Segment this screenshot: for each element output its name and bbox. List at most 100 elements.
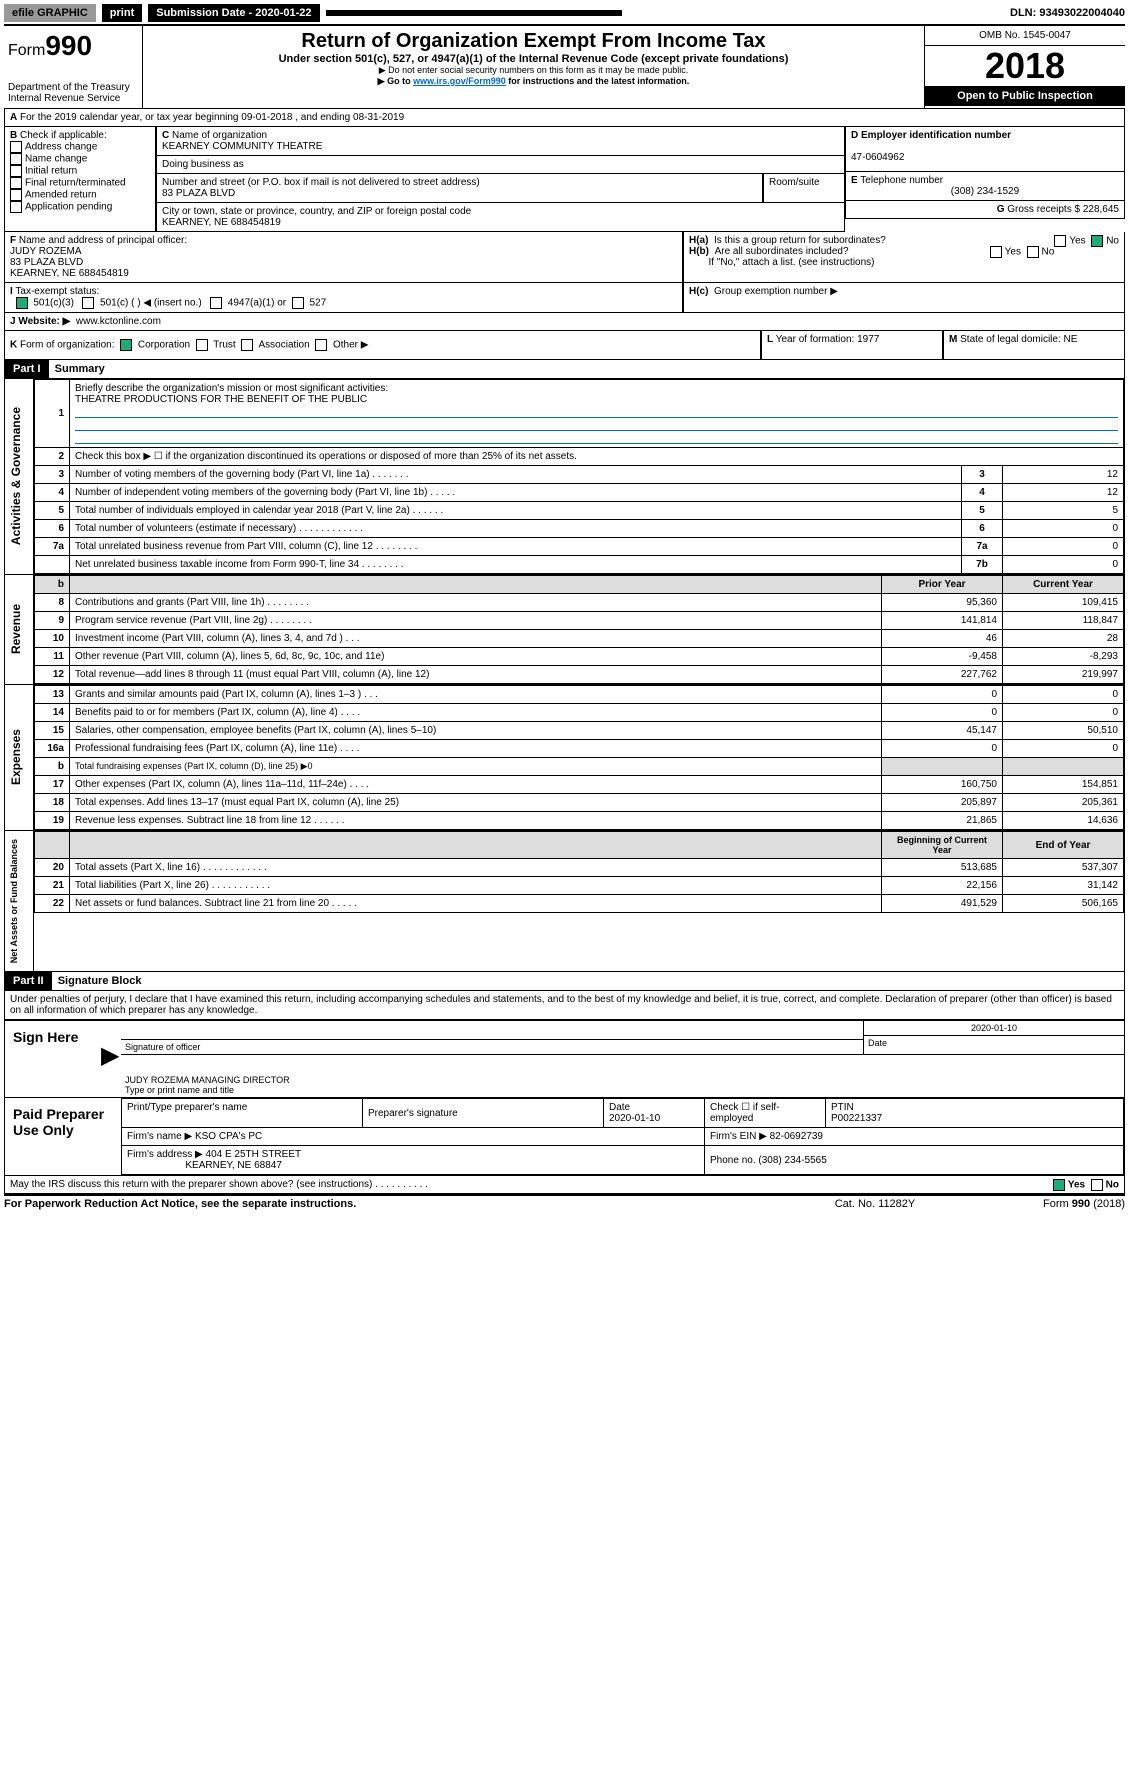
line10-text: Investment income (Part VIII, column (A)… bbox=[70, 630, 882, 648]
line13-prior: 0 bbox=[882, 686, 1003, 704]
line6-text: Total number of volunteers (estimate if … bbox=[70, 520, 962, 538]
cat-number: Cat. No. 11282Y bbox=[775, 1198, 975, 1210]
line-a: A For the 2019 calendar year, or tax yea… bbox=[4, 109, 1125, 127]
i-501c3-checkbox[interactable] bbox=[16, 297, 28, 309]
ha-no: No bbox=[1106, 236, 1119, 247]
l-value: 1977 bbox=[857, 334, 879, 345]
q2-text: Check this box ▶ ☐ if the organization d… bbox=[70, 448, 1124, 466]
q1-answer: THEATRE PRODUCTIONS FOR THE BENEFIT OF T… bbox=[75, 394, 367, 405]
line17-text: Other expenses (Part IX, column (A), lin… bbox=[70, 776, 882, 794]
room-label: Room/suite bbox=[769, 177, 820, 188]
section-net-assets: Net Assets or Fund Balances bbox=[5, 831, 23, 971]
line22-prior: 491,529 bbox=[882, 895, 1003, 913]
submission-date-button[interactable]: Submission Date - 2020-01-22 bbox=[148, 4, 319, 22]
line6-val: 0 bbox=[1003, 520, 1124, 538]
hb-no: No bbox=[1042, 247, 1055, 258]
line13-curr: 0 bbox=[1003, 686, 1124, 704]
discuss-yes-checkbox[interactable] bbox=[1053, 1179, 1065, 1191]
firm-phone-label: Phone no. bbox=[710, 1155, 756, 1166]
m-label: State of legal domicile: bbox=[960, 334, 1061, 345]
officer-street: 83 PLAZA BLVD bbox=[10, 257, 83, 268]
form-title: Return of Organization Exempt From Incom… bbox=[147, 30, 920, 53]
j-label: Website: ▶ bbox=[18, 316, 70, 327]
officer-label: Name and address of principal officer: bbox=[19, 235, 187, 246]
l-label: Year of formation: bbox=[776, 334, 855, 345]
sig-date-label: Date bbox=[864, 1036, 1124, 1050]
checkbox-initial-return[interactable] bbox=[10, 165, 22, 177]
q1-text: Briefly describe the organization's miss… bbox=[75, 383, 388, 394]
checkbox-app-pending[interactable] bbox=[10, 201, 22, 213]
part2-header: Part II bbox=[5, 972, 52, 990]
line3-num: 3 bbox=[962, 466, 1003, 484]
k-assoc-checkbox[interactable] bbox=[241, 339, 253, 351]
top-bar: efile GRAPHIC print Submission Date - 20… bbox=[4, 4, 1125, 26]
form-subtitle: Under section 501(c), 527, or 4947(a)(1)… bbox=[147, 53, 920, 65]
line4-num: 4 bbox=[962, 484, 1003, 502]
opt-name-change: Name change bbox=[25, 154, 87, 165]
line16a-prior: 0 bbox=[882, 740, 1003, 758]
dept-treasury: Department of the Treasury bbox=[8, 82, 138, 93]
i-527-checkbox[interactable] bbox=[292, 297, 304, 309]
note-goto-post: for instructions and the latest informat… bbox=[506, 76, 690, 86]
line4-val: 12 bbox=[1003, 484, 1124, 502]
line3-text: Number of voting members of the governin… bbox=[70, 466, 962, 484]
officer-name: JUDY ROZEMA bbox=[10, 246, 82, 257]
phone-label: Telephone number bbox=[860, 175, 943, 186]
k-other-checkbox[interactable] bbox=[315, 339, 327, 351]
discuss-no-checkbox[interactable] bbox=[1091, 1179, 1103, 1191]
i-501c-checkbox[interactable] bbox=[82, 297, 94, 309]
line16a-text: Professional fundraising fees (Part IX, … bbox=[70, 740, 882, 758]
line11-prior: -9,458 bbox=[882, 648, 1003, 666]
checkbox-name-change[interactable] bbox=[10, 153, 22, 165]
ptin-label: PTIN bbox=[831, 1102, 854, 1113]
opt-address-change: Address change bbox=[25, 142, 97, 153]
box-b: B Check if applicable: Address change Na… bbox=[4, 127, 156, 232]
section-governance: Activities & Governance bbox=[5, 399, 27, 553]
line14-curr: 0 bbox=[1003, 704, 1124, 722]
line3-val: 12 bbox=[1003, 466, 1124, 484]
website-value: www.kctonline.com bbox=[76, 316, 161, 327]
k-corp: Corporation bbox=[138, 340, 190, 351]
c-name-label: Name of organization bbox=[172, 130, 267, 141]
irs-link[interactable]: www.irs.gov/Form990 bbox=[413, 76, 506, 86]
k-corp-checkbox[interactable] bbox=[120, 339, 132, 351]
line11-curr: -8,293 bbox=[1003, 648, 1124, 666]
line8-text: Contributions and grants (Part VIII, lin… bbox=[70, 594, 882, 612]
city-label: City or town, state or province, country… bbox=[162, 206, 471, 217]
k-trust: Trust bbox=[213, 340, 235, 351]
line6-num: 6 bbox=[962, 520, 1003, 538]
checkbox-final-return[interactable] bbox=[10, 177, 22, 189]
i-501c: 501(c) ( ) ◀ (insert no.) bbox=[100, 298, 202, 309]
check-self-employed: Check ☐ if self-employed bbox=[705, 1099, 826, 1128]
gross-value: 228,645 bbox=[1083, 204, 1119, 215]
checkbox-address-change[interactable] bbox=[10, 141, 22, 153]
line14-text: Benefits paid to or for members (Part IX… bbox=[70, 704, 882, 722]
discuss-no: No bbox=[1106, 1180, 1119, 1191]
line7a-text: Total unrelated business revenue from Pa… bbox=[70, 538, 962, 556]
checkbox-amended[interactable] bbox=[10, 189, 22, 201]
sig-officer-label: Signature of officer bbox=[121, 1040, 863, 1054]
ha-yes-checkbox[interactable] bbox=[1054, 235, 1066, 247]
officer-city: KEARNEY, NE 688454819 bbox=[10, 268, 129, 279]
line14-prior: 0 bbox=[882, 704, 1003, 722]
dba-label: Doing business as bbox=[162, 159, 244, 170]
print-button[interactable]: print bbox=[102, 4, 142, 22]
line22-curr: 506,165 bbox=[1003, 895, 1124, 913]
type-name-label: Type or print name and title bbox=[125, 1085, 234, 1095]
omb-number: OMB No. 1545-0047 bbox=[925, 26, 1125, 46]
efile-button[interactable]: efile GRAPHIC bbox=[4, 4, 96, 22]
sign-arrow-icon: ▶ bbox=[101, 1021, 121, 1097]
line15-curr: 50,510 bbox=[1003, 722, 1124, 740]
i-4947-checkbox[interactable] bbox=[210, 297, 222, 309]
k-trust-checkbox[interactable] bbox=[196, 339, 208, 351]
spacer-button bbox=[326, 10, 622, 16]
hb-yes-checkbox[interactable] bbox=[990, 246, 1002, 258]
line20-curr: 537,307 bbox=[1003, 859, 1124, 877]
gross-label: Gross receipts $ bbox=[1007, 204, 1080, 215]
ha-no-checkbox[interactable] bbox=[1091, 235, 1103, 247]
line7b-num: 7b bbox=[962, 556, 1003, 574]
discuss-text: May the IRS discuss this return with the… bbox=[10, 1179, 428, 1190]
line19-prior: 21,865 bbox=[882, 812, 1003, 830]
sign-here-label: Sign Here bbox=[5, 1021, 101, 1097]
hb-no-checkbox[interactable] bbox=[1027, 246, 1039, 258]
